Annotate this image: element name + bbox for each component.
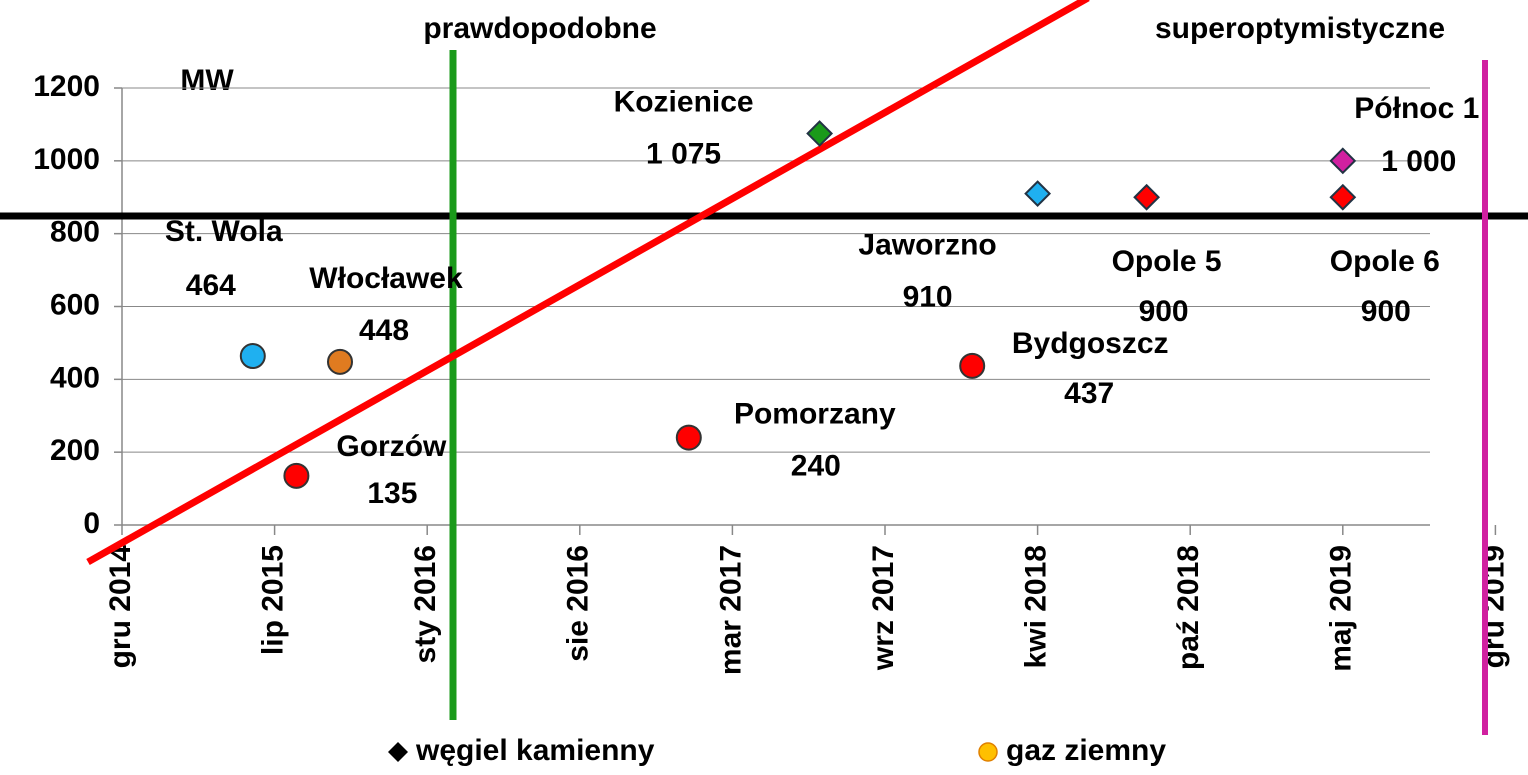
x-tick-label: paź 2018 [1172, 545, 1205, 670]
legend-marker [978, 742, 998, 762]
point [806, 120, 834, 147]
point-label: Opole 6 [1330, 245, 1440, 278]
x-tick-label: lip 2015 [257, 545, 290, 655]
annotation: prawdopodobne [423, 12, 656, 45]
data-label: 1 000 [1381, 145, 1456, 178]
data-label: 900 [1361, 295, 1411, 328]
data-label: 135 [367, 477, 417, 510]
point [675, 424, 702, 451]
trend-line [86, 0, 1090, 566]
data-label: 437 [1064, 377, 1114, 410]
legend-label: gaz ziemny [1006, 734, 1166, 767]
point [283, 462, 310, 489]
point-label: Włocławek [309, 262, 463, 295]
x-tick-label: wrz 2017 [867, 545, 900, 671]
data-label: 1 075 [646, 137, 721, 170]
point-label: Jaworzno [858, 229, 996, 262]
x-tick-label: kwi 2018 [1020, 545, 1053, 668]
data-label: 900 [1139, 295, 1189, 328]
data-label: 240 [791, 450, 841, 483]
x-tick-label: gru 2014 [104, 545, 137, 669]
y-tick-label: 600 [50, 288, 100, 321]
y-tick-label: 400 [50, 361, 100, 394]
point [1024, 180, 1052, 208]
y-tick-label: 1200 [33, 70, 100, 103]
point [1329, 183, 1357, 211]
y-tick-label: 0 [83, 507, 100, 540]
legend-marker [388, 742, 408, 762]
x-tick-label: sty 2016 [409, 545, 442, 663]
annotation: superoptymistyczne [1155, 12, 1445, 45]
point [327, 348, 353, 375]
x-tick-label: mar 2017 [714, 545, 747, 675]
point-label: Opole 5 [1112, 245, 1222, 278]
y-tick-label: 800 [50, 216, 100, 249]
point-label: St. Wola [165, 215, 283, 248]
data-label: 448 [359, 314, 409, 347]
point-label: Bydgoszcz [1012, 327, 1169, 360]
y-tick-label: 1000 [33, 143, 100, 176]
point-label: Północ 1 [1354, 92, 1479, 125]
point-label: Gorzów [336, 430, 447, 463]
data-label: 910 [903, 281, 953, 314]
x-tick-label: sie 2016 [562, 545, 595, 662]
y-tick-label: 200 [50, 434, 100, 467]
point [1329, 147, 1357, 175]
x-tick-label: maj 2019 [1325, 545, 1358, 672]
legend-label: węgiel kamienny [415, 734, 655, 767]
point [239, 343, 266, 370]
data-label: 464 [186, 269, 236, 302]
point-label: Kozienice [614, 85, 754, 118]
point [959, 352, 986, 379]
y-axis-label: MW [180, 64, 234, 97]
point-label: Pomorzany [734, 398, 896, 431]
point [1133, 183, 1161, 211]
